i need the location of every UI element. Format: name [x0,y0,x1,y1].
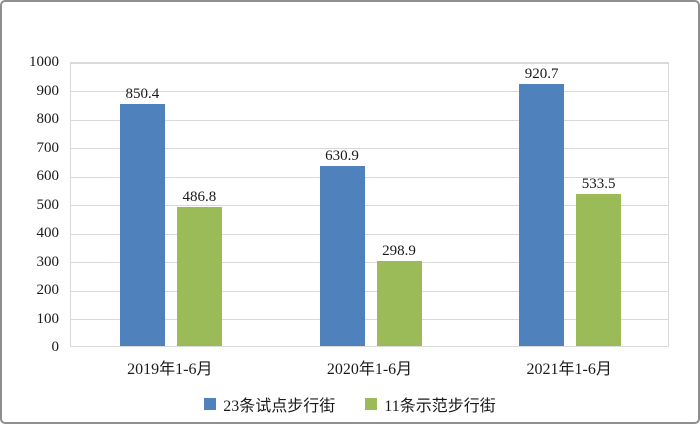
gridline [71,62,668,64]
gridline [71,119,668,121]
bar-series2 [376,260,422,346]
bar-value-label: 486.8 [182,189,217,206]
legend-swatch-icon [204,398,217,410]
legend: 23条试点步行街 11条示范步行街 [2,392,698,416]
gridline [71,91,668,92]
bar-value-label: 298.9 [382,242,416,259]
y-tick-label: 100 [36,310,60,327]
legend-label: 23条试点步行街 [223,398,336,415]
bar-value-label: 850.4 [125,85,160,102]
gridline [71,148,668,149]
gridline [71,205,668,206]
y-tick-label: 0 [51,339,60,355]
y-tick-label: 800 [36,111,60,127]
bar-series1 [519,83,565,346]
legend-swatch-icon [365,398,378,410]
y-tick-label: 400 [36,225,60,241]
y-tick-label: 200 [36,282,60,298]
legend-item: 11条示范步行街 [365,392,496,416]
gridline [71,233,668,235]
plot-area: 850.4 486.8 630.9 298.9 920.7 533.5 [70,62,669,347]
y-tick-label: 700 [36,139,60,156]
y-tick-label: 900 [36,82,60,99]
y-tick-label: 500 [36,196,60,213]
x-category-label: 2019年1-6月 [127,361,213,378]
bar-value-label: 533.5 [581,175,616,192]
bar-value-label: 920.7 [524,65,559,82]
y-tick-label: 300 [36,253,60,270]
legend-item: 23条试点步行街 [204,392,335,416]
y-tick-label: 600 [36,168,60,184]
x-category-label: 2021年1-6月 [526,361,612,378]
gridline [71,319,668,320]
gridline [71,262,668,263]
x-category-label: 2020年1-6月 [326,361,413,378]
gridline [71,176,668,178]
legend-label: 11条示范步行街 [384,398,496,415]
gridline [71,290,668,292]
bar-series1 [119,103,165,346]
y-tick-label: 1000 [29,54,59,70]
bar-series1 [319,166,365,346]
bar-value-label: 630.9 [325,148,359,165]
bar-series2 [576,193,622,346]
bar-series2 [176,207,222,346]
